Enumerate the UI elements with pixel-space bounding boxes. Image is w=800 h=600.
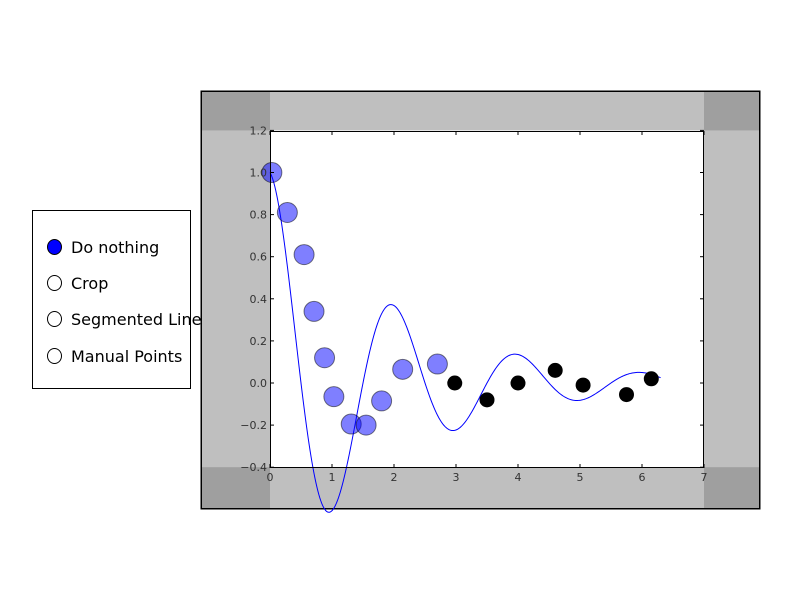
unselected-point [447, 375, 463, 391]
shade-border [201, 91, 760, 509]
unselected-point [547, 362, 563, 378]
selected-point [293, 244, 315, 266]
mode-radio-panel: Do nothing Crop Segmented Line Manual Po… [32, 210, 201, 389]
radio-segmented-line[interactable]: Segmented Line [47, 307, 201, 331]
unselected-point [479, 392, 495, 408]
selected-point [426, 353, 448, 375]
radio-circle-icon[interactable] [47, 275, 62, 291]
selected-point [303, 300, 325, 322]
radio-circle-icon[interactable] [47, 311, 62, 327]
selected-point [371, 390, 393, 412]
radio-label: Segmented Line [71, 309, 202, 329]
radio-label: Manual Points [71, 346, 183, 366]
y-tick-label: 1.0 [250, 167, 268, 180]
series-curve [269, 172, 661, 513]
radio-label: Crop [71, 273, 109, 293]
shade-top [201, 91, 760, 131]
shade-left [201, 91, 270, 509]
x-tick-label: 7 [701, 471, 708, 484]
selected-point [392, 358, 414, 380]
unselected-point [510, 375, 526, 391]
x-tick-label: 1 [329, 471, 336, 484]
y-tick-label: 0.8 [250, 209, 268, 222]
selected-point [314, 347, 336, 369]
unselected-point [619, 387, 634, 403]
y-tick-label: −0.4 [240, 461, 267, 474]
unselected-point [575, 377, 591, 393]
y-tick-label: 0.6 [250, 251, 268, 264]
shade-right [704, 91, 760, 509]
radio-circle-icon[interactable] [47, 239, 62, 255]
radio-crop[interactable]: Crop [47, 271, 108, 295]
selected-point [355, 414, 377, 436]
shade-bottom [201, 467, 760, 509]
radio-label: Do nothing [71, 237, 160, 257]
unselected-point [643, 371, 659, 387]
selected-point [323, 386, 345, 408]
axes-ticks: 0 1 2 3 4 5 6 7 −0.4 −0.2 0.0 0.2 0.4 0.6 0.8 1.0 1.2 [240, 124, 707, 484]
x-tick-label: 2 [391, 471, 398, 484]
y-tick-label: −0.2 [240, 419, 267, 432]
y-tick-label: 0.4 [250, 293, 268, 306]
plot-area[interactable] [270, 131, 704, 468]
radio-manual-points[interactable]: Manual Points [47, 344, 182, 368]
x-tick-label: 5 [577, 471, 584, 484]
plot-frame [270, 131, 704, 468]
radio-do-nothing[interactable]: Do nothing [47, 235, 159, 259]
radio-circle-icon[interactable] [47, 348, 62, 364]
x-tick-label: 6 [639, 471, 646, 484]
y-tick-label: 0.0 [250, 377, 268, 390]
x-tick-label: 0 [267, 471, 274, 484]
selected-point [276, 201, 298, 223]
x-tick-label: 3 [453, 471, 460, 484]
y-tick-label: 0.2 [250, 335, 268, 348]
x-tick-label: 4 [515, 471, 522, 484]
y-tick-label: 1.2 [250, 124, 268, 137]
